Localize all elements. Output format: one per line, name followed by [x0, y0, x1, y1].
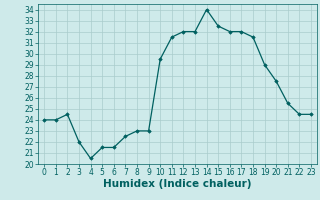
X-axis label: Humidex (Indice chaleur): Humidex (Indice chaleur): [103, 179, 252, 189]
